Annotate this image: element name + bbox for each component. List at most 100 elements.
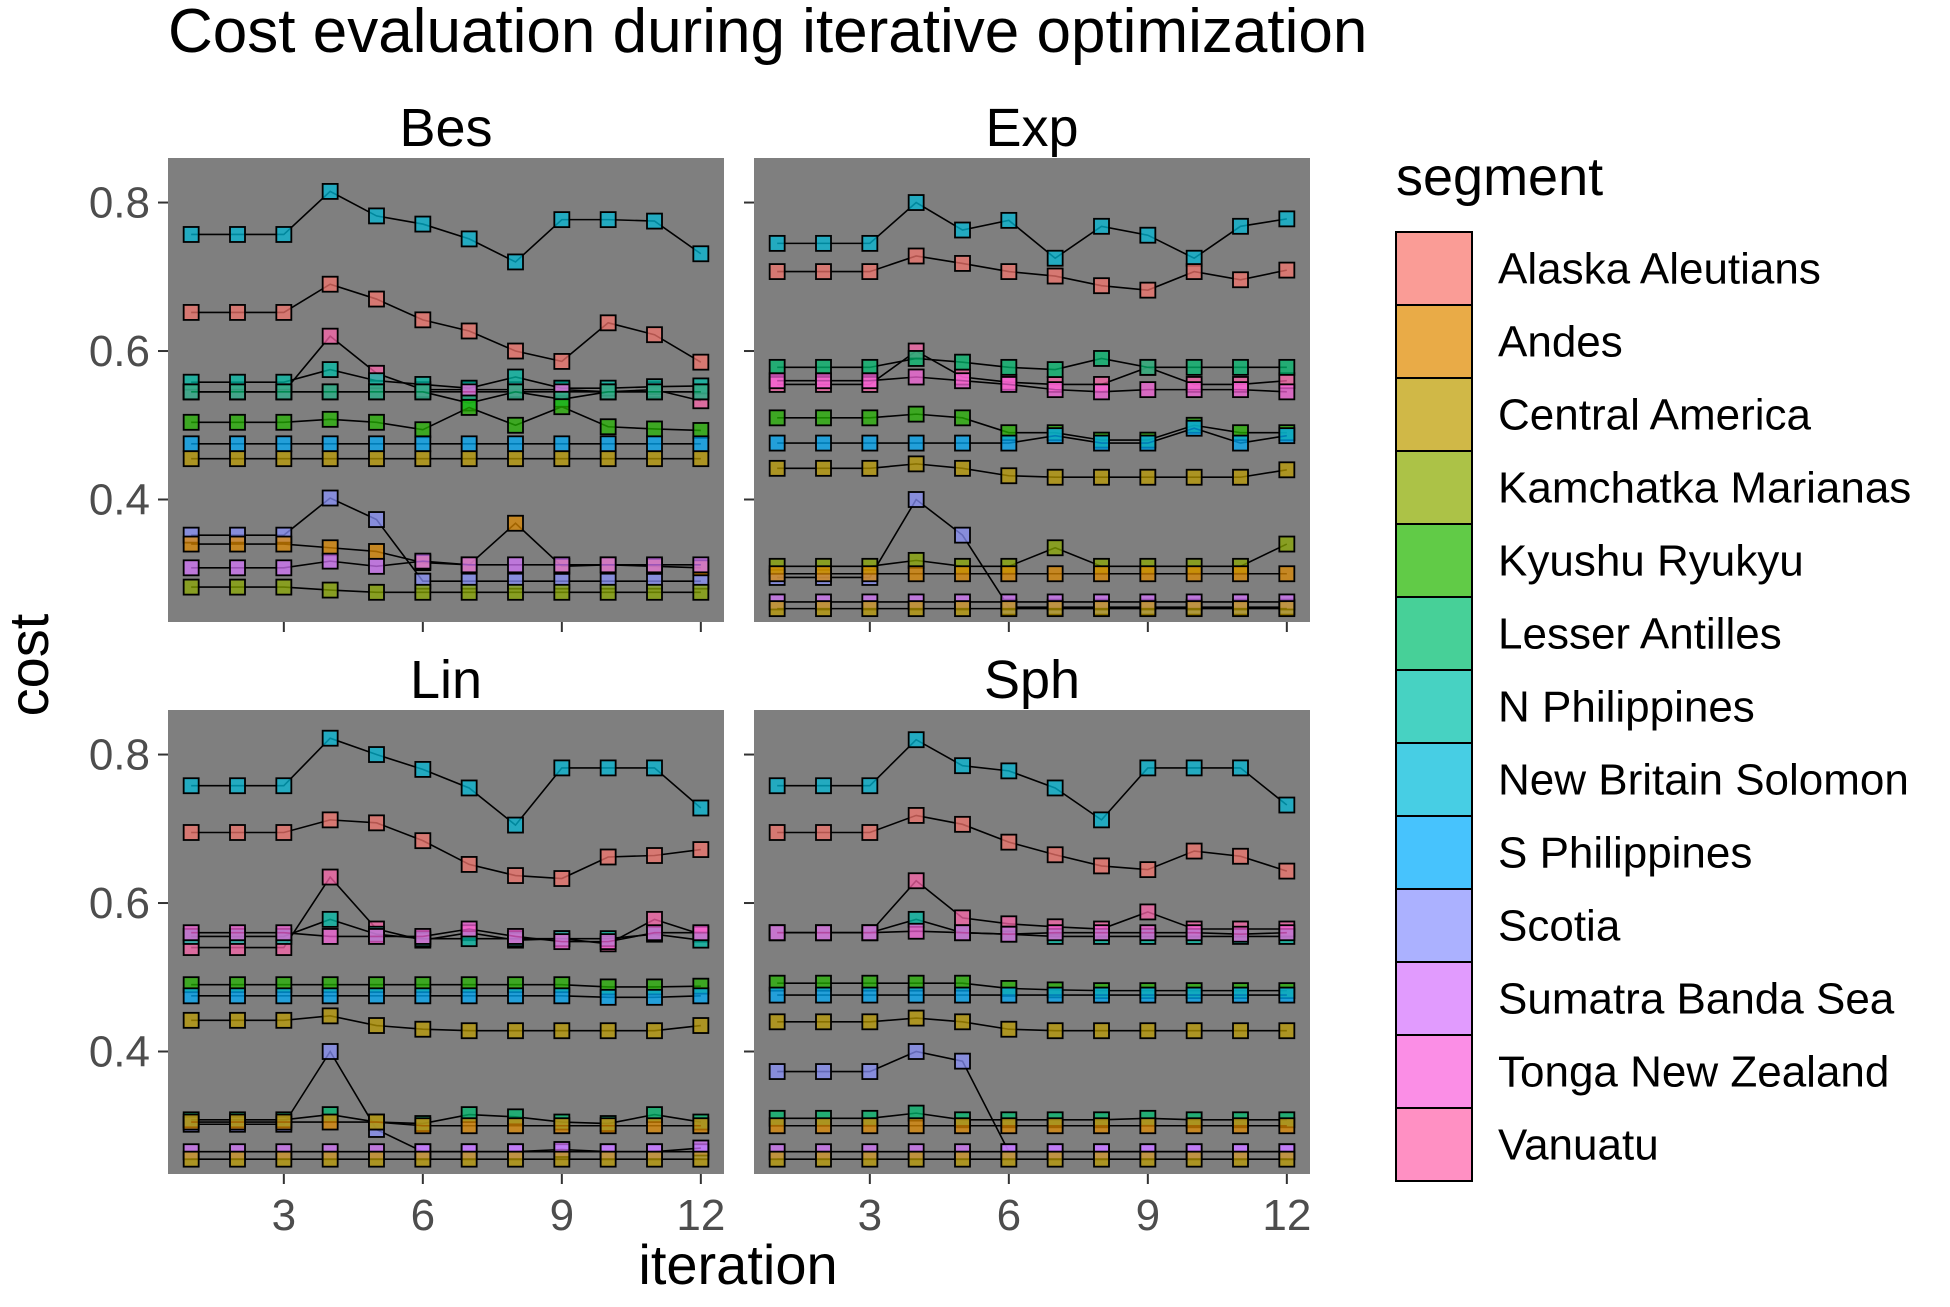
data-point	[1093, 434, 1110, 452]
series-central-america	[182, 450, 710, 468]
data-point	[692, 353, 710, 371]
data-point	[1139, 903, 1157, 921]
data-point	[1093, 986, 1110, 1004]
legend-label: N Philippines	[1498, 683, 1755, 732]
legend-key	[1395, 231, 1473, 306]
data-point	[507, 987, 524, 1005]
data-point	[861, 1117, 879, 1135]
legend-key	[1395, 815, 1473, 890]
data-point	[553, 450, 571, 468]
data-point	[815, 409, 832, 427]
data-point	[507, 435, 524, 453]
data-point	[1232, 1117, 1249, 1135]
data-point	[1232, 468, 1249, 486]
data-point	[907, 1150, 925, 1168]
data-point	[954, 815, 971, 833]
series-alaska-aleutians	[768, 807, 1296, 880]
data-point	[368, 557, 385, 575]
data-point	[599, 211, 617, 229]
legend-key	[1395, 742, 1473, 817]
data-point	[507, 368, 524, 386]
data-point	[907, 922, 925, 940]
data-point	[1185, 263, 1203, 280]
data-point	[414, 552, 432, 570]
data-point	[692, 799, 710, 817]
data-point	[954, 909, 971, 927]
data-point	[815, 1117, 832, 1135]
data-point	[1185, 419, 1203, 437]
data-point	[907, 405, 925, 423]
legend-key	[1395, 450, 1473, 525]
legend-entry: Central America	[1395, 377, 1812, 452]
data-point	[1000, 1150, 1018, 1168]
data-point	[1232, 565, 1249, 583]
data-point	[1046, 249, 1064, 267]
data-point	[907, 194, 925, 211]
data-point	[1139, 434, 1157, 452]
series-central-america	[768, 455, 1296, 486]
series-tonga-new-zealand	[768, 368, 1296, 401]
data-point	[768, 434, 786, 452]
data-point	[1000, 762, 1018, 780]
data-point	[1232, 434, 1249, 452]
data-point	[954, 353, 971, 371]
data-point	[229, 383, 246, 401]
data-point	[768, 565, 786, 583]
data-point	[599, 1022, 617, 1040]
data-point	[1093, 217, 1110, 235]
data-point	[768, 372, 786, 390]
data-point	[1093, 857, 1110, 875]
data-point	[414, 311, 432, 329]
data-point	[1046, 779, 1064, 797]
data-point	[599, 556, 617, 574]
data-point	[861, 372, 879, 390]
x-tick-label: 6	[411, 1191, 435, 1240]
x-tick-label: 6	[997, 1191, 1021, 1240]
data-point	[1278, 1150, 1296, 1168]
data-point	[861, 459, 879, 477]
data-point	[954, 409, 971, 427]
data-point	[954, 986, 971, 1004]
data-point	[1139, 1117, 1157, 1135]
data-point	[182, 304, 200, 321]
data-point	[1093, 811, 1110, 829]
data-point	[599, 383, 617, 401]
data-point	[646, 383, 663, 401]
data-point	[553, 1150, 571, 1168]
panel-strip-label: Bes	[399, 98, 492, 158]
data-point	[1185, 1117, 1203, 1135]
data-point	[599, 1150, 617, 1168]
data-point	[1139, 861, 1157, 879]
data-point	[1185, 1022, 1203, 1040]
data-point	[182, 450, 200, 468]
data-point	[954, 600, 971, 618]
data-point	[321, 1150, 339, 1168]
data-point	[907, 434, 925, 452]
data-point	[182, 435, 200, 453]
series-tonga-new-zealand	[182, 920, 710, 951]
data-point	[861, 777, 879, 795]
data-point	[460, 450, 478, 468]
legend-label: Andes	[1498, 318, 1623, 367]
data-point	[1093, 468, 1110, 486]
data-point	[1232, 217, 1249, 235]
data-point	[460, 856, 478, 873]
data-point	[1139, 565, 1157, 583]
data-point	[954, 565, 971, 583]
y-tick-label: 0.6	[89, 879, 150, 928]
data-point	[1000, 211, 1018, 229]
data-point	[646, 988, 663, 1006]
data-point	[321, 1113, 339, 1131]
data-point	[321, 489, 339, 507]
data-point	[599, 418, 617, 436]
data-point	[553, 870, 571, 887]
x-axis-title: iteration	[638, 1233, 837, 1296]
legend-entry: New Britain Solomon	[1395, 742, 1909, 817]
data-point	[692, 1017, 710, 1034]
legend-label: Lesser Antilles	[1498, 610, 1782, 659]
data-point	[507, 342, 524, 360]
data-point	[861, 434, 879, 452]
data-point	[768, 924, 786, 942]
data-point	[1278, 261, 1296, 279]
legend-entry: Lesser Antilles	[1395, 596, 1782, 671]
